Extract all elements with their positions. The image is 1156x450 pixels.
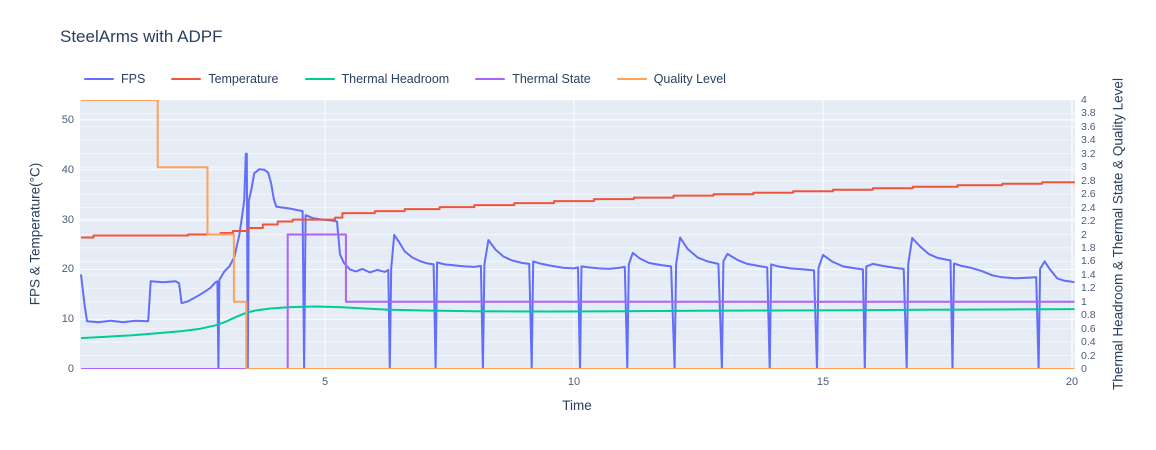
y-right-tick-label: 1.2 <box>1081 282 1096 295</box>
series-temperature <box>81 181 1075 239</box>
y-right-tick-label: 0.4 <box>1081 336 1096 349</box>
y-right-tick-label: 3 <box>1081 161 1087 174</box>
y-right-tick-label: 0.2 <box>1081 349 1096 362</box>
legend: FPS Temperature Thermal Headroom Thermal… <box>84 72 726 86</box>
y-right-tick-label: 3.8 <box>1081 107 1096 120</box>
x-tick-label: 15 <box>816 376 830 388</box>
y-right-tick-label: 3.2 <box>1081 147 1096 160</box>
legend-label: Thermal State <box>512 72 591 86</box>
y-right-tick-label: 0 <box>1081 363 1087 375</box>
series-thermal-headroom <box>80 305 1075 340</box>
y-left-tick-label: 50 <box>61 113 74 126</box>
y-right-tick-label: 2.4 <box>1081 201 1096 214</box>
y-right-tick-label: 2.2 <box>1081 215 1096 228</box>
chart-title: SteelArms with ADPF <box>60 27 223 46</box>
y-right-tick-label: 3.6 <box>1081 120 1096 133</box>
legend-label: Quality Level <box>653 72 726 86</box>
y-right-tick-label: 1.6 <box>1081 255 1096 268</box>
plot-canvas <box>80 100 1075 369</box>
x-tick-label: 5 <box>321 376 329 388</box>
y-left-tick-label: 20 <box>61 263 74 276</box>
series-quality-level <box>81 100 1075 369</box>
legend-item-quality-level[interactable]: Quality Level <box>616 72 726 86</box>
legend-item-thermal-headroom[interactable]: Thermal Headroom <box>304 72 450 86</box>
temperature-line-swatch <box>171 77 202 81</box>
y-left-axis-title: FPS & Temperature(°C) <box>27 162 43 306</box>
fps-line-swatch <box>84 77 114 81</box>
thermal-headroom-line-swatch <box>304 77 335 81</box>
x-tick-label: 10 <box>567 376 581 388</box>
y-right-tick-label: 4 <box>1081 94 1087 106</box>
legend-label: Thermal Headroom <box>341 72 450 86</box>
y-right-tick-label: 2 <box>1081 228 1087 241</box>
y-left-tick-label: 40 <box>61 163 74 176</box>
legend-label: Temperature <box>208 72 279 86</box>
quality-level-line-swatch <box>616 77 647 81</box>
y-right-tick-label: 1.4 <box>1081 268 1096 281</box>
legend-item-thermal-state[interactable]: Thermal State <box>475 72 591 86</box>
plot-area[interactable] <box>80 100 1075 369</box>
x-axis-title: Time <box>562 398 592 413</box>
y-right-tick-label: 1.8 <box>1081 241 1096 254</box>
thermal-state-line-swatch <box>475 77 506 81</box>
y-left-tick-label: 0 <box>67 363 74 375</box>
y-right-tick-label: 3.4 <box>1081 134 1096 147</box>
y-right-tick-label: 2.8 <box>1081 174 1096 187</box>
y-right-axis-title: Thermal Headroom & Thermal State & Quali… <box>1110 78 1126 390</box>
y-right-tick-label: 1 <box>1081 295 1087 308</box>
legend-item-fps[interactable]: FPS <box>84 72 145 86</box>
y-right-tick-label: 2.6 <box>1081 188 1096 201</box>
legend-item-temperature[interactable]: Temperature <box>171 72 279 86</box>
y-right-tick-label: 0.6 <box>1081 322 1096 335</box>
x-tick-label: 20 <box>1065 376 1079 388</box>
series-fps <box>80 152 1075 369</box>
y-left-tick-label: 30 <box>61 213 74 226</box>
series-thermal-state <box>81 233 1075 369</box>
y-right-tick-label: 0.8 <box>1081 309 1096 322</box>
y-left-tick-label: 10 <box>61 313 74 326</box>
legend-label: FPS <box>121 72 146 86</box>
